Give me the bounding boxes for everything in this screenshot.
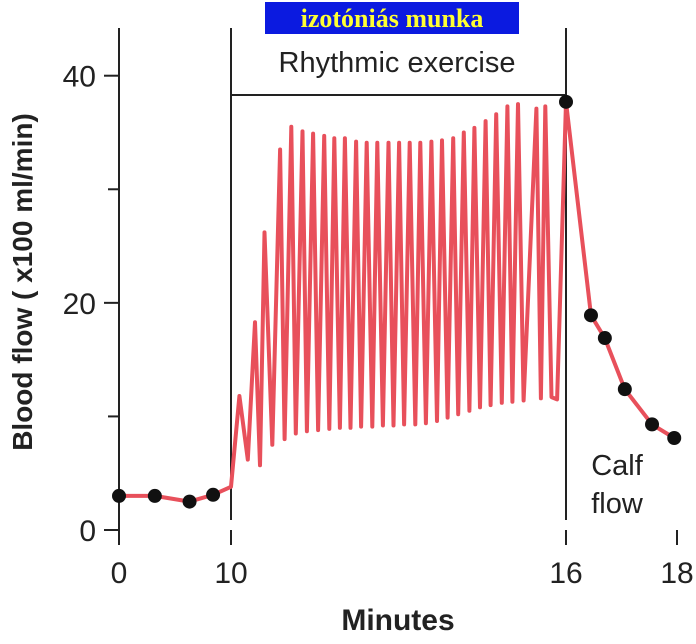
chart-title: izotóniás munka — [301, 4, 484, 33]
calf-label: flow — [591, 488, 644, 520]
data-point — [617, 382, 632, 397]
y-tick-label: 40 — [63, 61, 96, 94]
x-axis-label: Minutes — [341, 604, 454, 637]
data-line — [119, 99, 676, 504]
data-point — [583, 308, 598, 323]
calf-label: Calf — [591, 450, 644, 482]
x-tick-label: 10 — [214, 557, 247, 590]
data-point — [112, 488, 126, 503]
data-point — [559, 94, 573, 109]
x-tick-label: 0 — [111, 557, 128, 590]
data-point — [147, 488, 162, 503]
data-point — [667, 431, 682, 446]
y-tick-label: 0 — [79, 515, 96, 548]
data-point — [182, 494, 197, 509]
x-tick-label: 16 — [549, 557, 582, 590]
x-tick-label: 18 — [660, 557, 693, 590]
phase-label: Rhythmic exercise — [279, 47, 516, 79]
y-axis-label: Blood flow ( x100 ml/min) — [7, 113, 38, 451]
data-point — [645, 417, 660, 432]
data-point — [597, 331, 612, 346]
data-point — [206, 487, 221, 502]
y-tick-label: 20 — [63, 288, 96, 321]
title-box — [265, 2, 519, 34]
